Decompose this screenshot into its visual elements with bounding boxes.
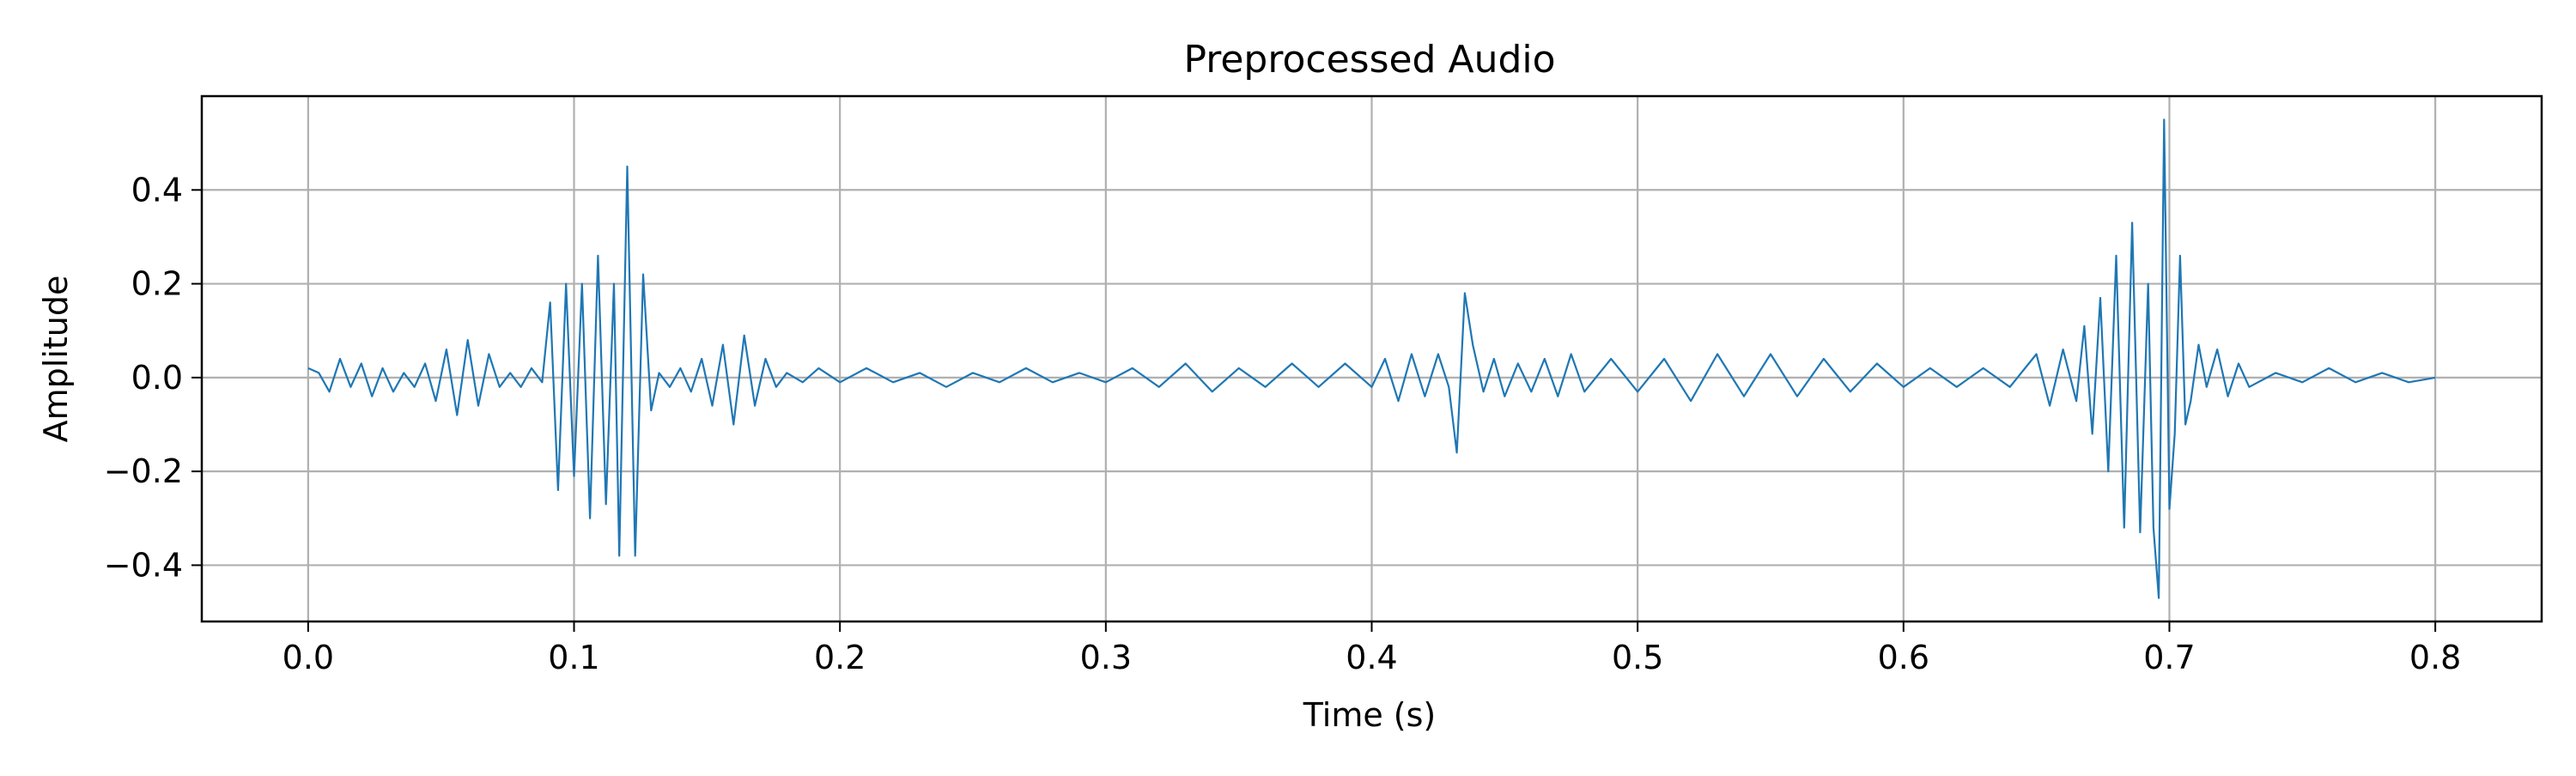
x-tick-label: 0.2 bbox=[814, 639, 866, 676]
x-axis-ticks: 0.0 0.1 0.2 0.3 0.4 0.5 0.6 0.7 0.8 bbox=[283, 621, 2461, 676]
chart-title: Preprocessed Audio bbox=[1183, 38, 1555, 82]
x-tick-label: 0.5 bbox=[1612, 639, 1663, 676]
x-tick-label: 0.4 bbox=[1346, 639, 1397, 676]
audio-series-line bbox=[307, 118, 2436, 599]
x-tick-label: 0.8 bbox=[2409, 639, 2461, 676]
x-axis-label: Time (s) bbox=[1303, 696, 1437, 734]
y-axis-label: Amplitude bbox=[37, 276, 75, 443]
x-tick-label: 0.0 bbox=[283, 639, 334, 676]
y-axis-ticks: −0.4 −0.2 0.0 0.2 0.4 bbox=[104, 171, 202, 584]
y-tick-label: 0.2 bbox=[131, 265, 183, 303]
x-tick-label: 0.1 bbox=[548, 639, 599, 676]
y-tick-label: −0.4 bbox=[104, 546, 183, 584]
x-tick-label: 0.6 bbox=[1878, 639, 1929, 676]
x-tick-label: 0.7 bbox=[2143, 639, 2195, 676]
y-tick-label: −0.2 bbox=[104, 452, 183, 490]
x-tick-label: 0.3 bbox=[1080, 639, 1132, 676]
y-tick-label: 0.4 bbox=[131, 171, 183, 209]
series-layer bbox=[307, 118, 2436, 599]
y-tick-label: 0.0 bbox=[131, 359, 183, 397]
